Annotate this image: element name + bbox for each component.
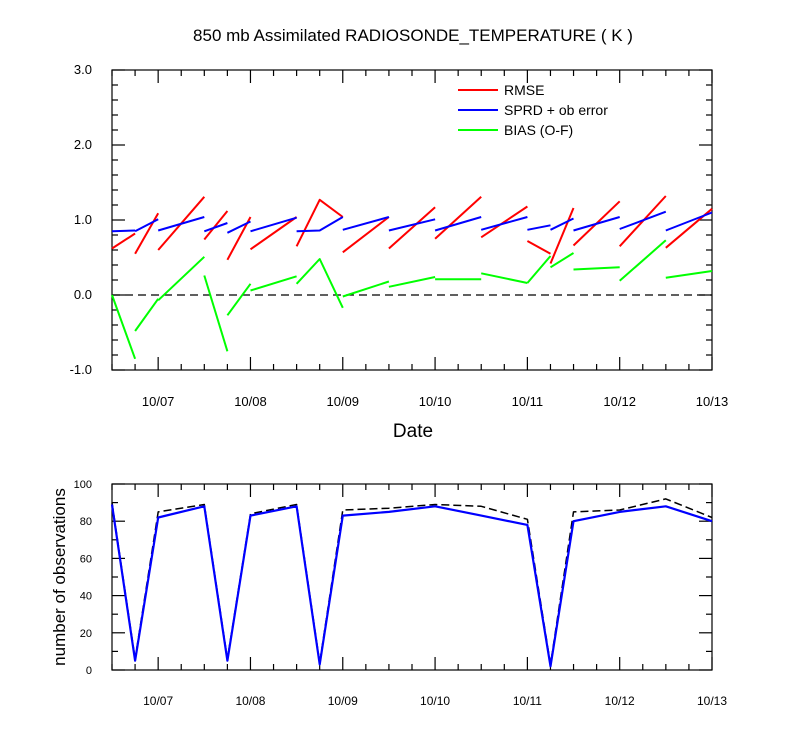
legend-label: BIAS (O-F)	[504, 122, 573, 138]
series-segment	[480, 205, 528, 239]
x-axis-label: Date	[393, 421, 433, 442]
series-segment	[342, 216, 390, 231]
chart-title: 850 mb Assimilated RADIOSONDE_TEMPERATUR…	[193, 26, 633, 45]
bottom-y-tick-label: 100	[74, 479, 92, 491]
top-plot-frame	[111, 69, 713, 371]
bottom-x-tick-label: 10/09	[328, 694, 358, 708]
legend-label: SPRD + ob error	[504, 102, 608, 118]
series-segment	[250, 216, 297, 233]
top-y-tick-label: 3.0	[74, 62, 92, 77]
bottom-x-tick-label: 10/10	[420, 694, 450, 708]
series-segment	[573, 266, 620, 271]
series-segment	[619, 210, 667, 230]
top-axis-ticks	[111, 69, 713, 371]
series-segment	[480, 272, 528, 284]
top-y-tick-label: 1.0	[74, 212, 92, 227]
series-segment	[388, 218, 436, 232]
top-y-tick-label: 0.0	[74, 287, 92, 302]
bottom-y-tick-label: 40	[80, 591, 92, 603]
series-segment	[203, 210, 229, 241]
series-segment	[203, 222, 228, 233]
bottom-axis-labels: 10/07 10/08 10/09 10/10 10/11 10/12 10/13 0 20 40…	[74, 479, 728, 708]
bottom-y-tick-label: 0	[86, 665, 92, 677]
series-segment	[111, 229, 136, 233]
series-segment	[527, 224, 551, 231]
series-rmse	[111, 195, 713, 264]
bottom-x-tick-label: 10/12	[605, 694, 635, 708]
top-series-lines	[111, 195, 713, 360]
top-x-tick-label: 10/11	[512, 394, 544, 409]
legend: RMSE SPRD + ob error BIAS (O-F)	[458, 82, 608, 138]
series-sprd-ob-error	[111, 210, 713, 234]
bottom-series-lines	[110, 498, 713, 668]
series-segment	[157, 256, 205, 302]
series-segment	[549, 207, 575, 264]
series-segment	[550, 217, 574, 231]
series-segment	[134, 212, 160, 255]
bottom-x-tick-label: 10/11	[513, 694, 542, 708]
bottom-x-tick-label: 10/07	[143, 694, 173, 708]
top-y-tick-label: 2.0	[74, 137, 92, 152]
top-x-tick-label: 10/12	[603, 394, 636, 409]
series-assimilated-obs	[110, 504, 713, 668]
series-segment	[619, 239, 667, 282]
top-x-tick-label: 10/09	[326, 394, 359, 409]
series-segment	[549, 252, 575, 269]
top-x-tick-label: 10/10	[419, 394, 452, 409]
bottom-y-tick-label: 60	[80, 553, 92, 565]
series-segment	[226, 283, 252, 316]
series-segment	[111, 294, 137, 360]
series-segment	[665, 211, 713, 232]
bottom-axis-ticks	[111, 483, 713, 671]
series-segment	[526, 255, 552, 284]
series-segment	[342, 216, 390, 254]
series-segment	[226, 220, 251, 234]
series-segment	[342, 280, 390, 298]
top-x-tick-label: 10/08	[234, 394, 267, 409]
series-segment	[295, 198, 344, 247]
series-segment	[526, 240, 551, 255]
series-segment	[157, 216, 205, 232]
series-segment	[250, 275, 297, 292]
y-axis-label-observations: number of observations	[50, 488, 69, 666]
series-segment	[573, 216, 620, 232]
legend-label: RMSE	[504, 82, 544, 98]
bottom-x-tick-label: 10/08	[235, 694, 265, 708]
series-segment	[665, 270, 713, 279]
bottom-y-tick-label: 20	[80, 628, 92, 640]
series-segment	[249, 216, 298, 251]
top-axis-labels: 10/07 10/08 10/09 10/10 10/11 10/12 10/13 -1.0 0…	[70, 62, 729, 409]
series-segment	[203, 275, 229, 352]
series-segment	[134, 218, 159, 233]
top-x-tick-label: 10/13	[696, 394, 729, 409]
series-segment	[434, 216, 482, 232]
series-bias-o-f	[111, 239, 713, 360]
series-segment	[388, 206, 436, 250]
series-segment	[480, 216, 528, 231]
top-y-tick-label: -1.0	[70, 362, 92, 377]
top-x-tick-label: 10/07	[142, 394, 175, 409]
series-segment	[434, 196, 482, 240]
series-segment	[388, 276, 436, 288]
series-segment	[111, 232, 136, 250]
series-segment	[296, 216, 344, 233]
bottom-x-tick-label: 10/13	[697, 694, 727, 708]
series-segment	[134, 298, 160, 332]
series-total-obs	[111, 498, 713, 666]
series-segment	[295, 258, 344, 309]
bottom-y-tick-label: 80	[80, 516, 92, 528]
